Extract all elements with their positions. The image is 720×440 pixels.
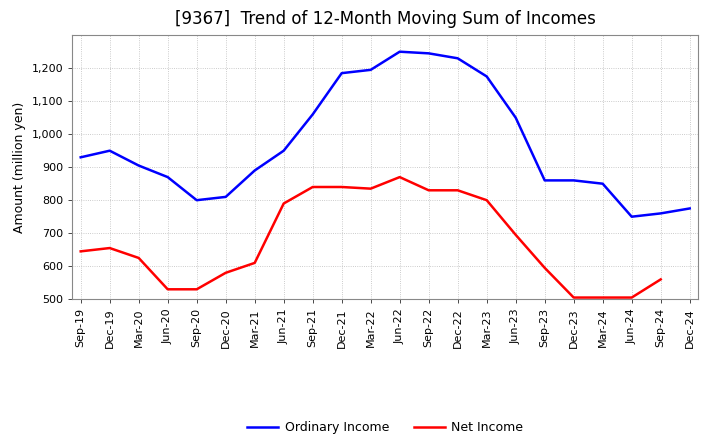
Ordinary Income: [541, 178, 549, 183]
Net Income: [308, 184, 317, 190]
Net Income: [570, 295, 578, 300]
Ordinary Income: [163, 174, 172, 180]
Net Income: [482, 198, 491, 203]
Ordinary Income: [454, 55, 462, 61]
Ordinary Income: [570, 178, 578, 183]
Net Income: [627, 295, 636, 300]
Ordinary Income: [366, 67, 375, 73]
Legend: Ordinary Income, Net Income: Ordinary Income, Net Income: [242, 416, 528, 439]
Net Income: [221, 270, 230, 275]
Line: Ordinary Income: Ordinary Income: [81, 51, 690, 217]
Net Income: [251, 260, 259, 266]
Net Income: [279, 201, 288, 206]
Net Income: [163, 287, 172, 292]
Net Income: [424, 187, 433, 193]
Ordinary Income: [598, 181, 607, 186]
Net Income: [395, 174, 404, 180]
Net Income: [338, 184, 346, 190]
Ordinary Income: [221, 194, 230, 199]
Ordinary Income: [338, 70, 346, 76]
Net Income: [657, 277, 665, 282]
Ordinary Income: [308, 112, 317, 117]
Net Income: [541, 265, 549, 271]
Net Income: [598, 295, 607, 300]
Ordinary Income: [76, 154, 85, 160]
Net Income: [105, 246, 114, 251]
Ordinary Income: [627, 214, 636, 220]
Net Income: [511, 232, 520, 238]
Ordinary Income: [482, 74, 491, 79]
Y-axis label: Amount (million yen): Amount (million yen): [13, 102, 26, 233]
Ordinary Income: [135, 163, 143, 168]
Ordinary Income: [685, 206, 694, 211]
Ordinary Income: [105, 148, 114, 153]
Ordinary Income: [395, 49, 404, 54]
Line: Net Income: Net Income: [81, 177, 661, 297]
Title: [9367]  Trend of 12-Month Moving Sum of Incomes: [9367] Trend of 12-Month Moving Sum of I…: [175, 10, 595, 28]
Net Income: [366, 186, 375, 191]
Ordinary Income: [424, 51, 433, 56]
Net Income: [192, 287, 201, 292]
Net Income: [76, 249, 85, 254]
Net Income: [135, 255, 143, 260]
Ordinary Income: [192, 198, 201, 203]
Ordinary Income: [279, 148, 288, 153]
Ordinary Income: [251, 168, 259, 173]
Ordinary Income: [657, 211, 665, 216]
Ordinary Income: [511, 115, 520, 120]
Net Income: [454, 187, 462, 193]
